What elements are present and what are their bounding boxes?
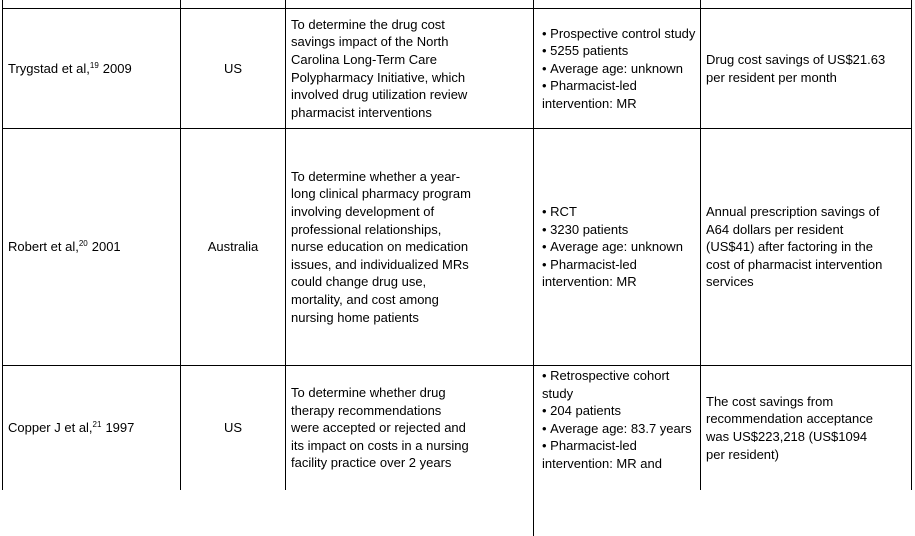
design-item: 5255 patients bbox=[542, 42, 698, 60]
objective-line: nurse education on medication bbox=[291, 239, 469, 255]
design-item: 3230 patients bbox=[542, 221, 698, 239]
objective-line: mortality, and cost among bbox=[291, 291, 439, 307]
reference: 21 bbox=[92, 420, 102, 430]
outcome-line: Drug cost savings of US$21.63 bbox=[706, 51, 886, 67]
cell: Australia bbox=[180, 129, 285, 365]
outcome-line: A64 dollars per resident bbox=[706, 221, 844, 237]
cell: To determine whether a year-long clinica… bbox=[285, 129, 533, 365]
objective-line: were accepted or rejected and bbox=[291, 420, 466, 436]
author: Trygstad et al,19 2009 bbox=[8, 60, 180, 78]
cell bbox=[285, 0, 533, 8]
cell: US bbox=[180, 366, 285, 490]
outcome-line: cost of pharmacist intervention bbox=[706, 256, 883, 272]
year: 1997 bbox=[105, 420, 135, 436]
author-name: Robert et al, bbox=[8, 239, 79, 255]
author: Robert et al,20 2001 bbox=[8, 238, 180, 256]
outcome-line: was US$223,218 (US$1094 bbox=[706, 429, 868, 444]
cell bbox=[533, 0, 700, 8]
cell bbox=[180, 0, 285, 8]
objective-line: savings impact of the North bbox=[291, 34, 449, 50]
reference: 19 bbox=[89, 60, 99, 70]
outcome-line: (US$41) after factoring in the bbox=[706, 239, 873, 255]
country: US bbox=[223, 60, 243, 76]
design-item: Retrospective cohort study bbox=[542, 367, 698, 402]
cell: The cost savings from recommendation acce… bbox=[700, 366, 912, 490]
design-item: RCT bbox=[542, 203, 698, 221]
cell: Trygstad et al,19 2009 bbox=[2, 9, 180, 128]
design-item: Average age: unknown bbox=[542, 238, 698, 256]
outcome-line: per resident per month bbox=[706, 69, 837, 85]
cell bbox=[700, 0, 912, 8]
cell bbox=[2, 0, 180, 8]
author: Copper J et al,21 1997 bbox=[8, 419, 180, 437]
table-row: Trygstad et al,19 2009 US To determine the … bbox=[2, 8, 912, 128]
objective-line: pharmacist interventions bbox=[291, 104, 432, 120]
outcome-line: Annual prescription savings of bbox=[706, 204, 880, 220]
cell: Drug cost savings of US$21.63 per residen… bbox=[700, 9, 912, 128]
page: Trygstad et al,19 2009 US To determine the … bbox=[0, 0, 915, 493]
cell: Robert et al,20 2001 bbox=[2, 129, 180, 365]
objective-line: Carolina Long-Term Care bbox=[291, 51, 437, 67]
country: Australia bbox=[207, 239, 259, 255]
objective-line: involving development of bbox=[291, 204, 435, 220]
cell: RCT3230 patientsAverage age: unknownPhar… bbox=[533, 129, 700, 365]
cell: To determine the drug cost savings impact… bbox=[285, 9, 533, 128]
outcome-line: services bbox=[706, 274, 754, 290]
design-item: Pharmacist-led intervention: MR and bbox=[542, 437, 698, 472]
year: 2009 bbox=[102, 60, 132, 76]
objective-line: Polypharmacy Initiative, which bbox=[291, 69, 466, 85]
cell: Annual prescription savings of A64 dollar… bbox=[700, 129, 912, 365]
year: 2001 bbox=[91, 239, 121, 255]
objective-line: its impact on costs in a nursing bbox=[291, 437, 469, 453]
cell: To determine whether drug therapy recomme… bbox=[285, 366, 533, 490]
objective-line: long clinical pharmacy program bbox=[291, 186, 471, 202]
outcome-line: recommendation acceptance bbox=[706, 411, 873, 427]
cell: US bbox=[180, 9, 285, 128]
design-item: Pharmacist-led intervention: MR bbox=[542, 256, 698, 291]
design-item: Average age: unknown bbox=[542, 60, 698, 78]
objective-line: professional relationships, bbox=[291, 221, 442, 237]
reference: 20 bbox=[78, 239, 88, 249]
author-name: Trygstad et al, bbox=[8, 60, 90, 76]
objective-line: To determine whether a year- bbox=[291, 168, 461, 184]
outcome-line: The cost savings from bbox=[706, 393, 834, 409]
outcome-line: per resident) bbox=[706, 446, 779, 462]
objective-line: To determine the drug cost bbox=[291, 16, 445, 32]
objective-line: involved drug utilization review bbox=[291, 87, 468, 103]
design-item: Pharmacist-led intervention: MR bbox=[542, 77, 698, 112]
country: US bbox=[223, 420, 243, 436]
design-item: 204 patients bbox=[542, 402, 698, 420]
table-row: Copper J et al,21 1997 US To determine whet… bbox=[2, 365, 912, 536]
author-name: Copper J et al, bbox=[8, 420, 93, 436]
objective-line: could change drug use, bbox=[291, 274, 427, 290]
objective-line: issues, and individualized MRs bbox=[291, 256, 469, 272]
design-item: Prospective control study bbox=[542, 25, 698, 43]
objective-line: therapy recommendations bbox=[291, 402, 442, 418]
table-row: Robert et al,20 2001 Australia To determine… bbox=[2, 128, 912, 365]
cell: Retrospective cohort study204 patientsAv… bbox=[533, 366, 700, 536]
cell: Copper J et al,21 1997 bbox=[2, 366, 180, 490]
row-partial bbox=[2, 0, 912, 8]
cell: Prospective control study5255 patientsAv… bbox=[533, 9, 700, 128]
objective-line: facility practice over 2 years bbox=[291, 455, 452, 471]
objective-line: To determine whether drug bbox=[291, 385, 446, 401]
objective-line: nursing home patients bbox=[291, 309, 419, 325]
design-item: Average age: 83.7 years bbox=[542, 420, 698, 438]
